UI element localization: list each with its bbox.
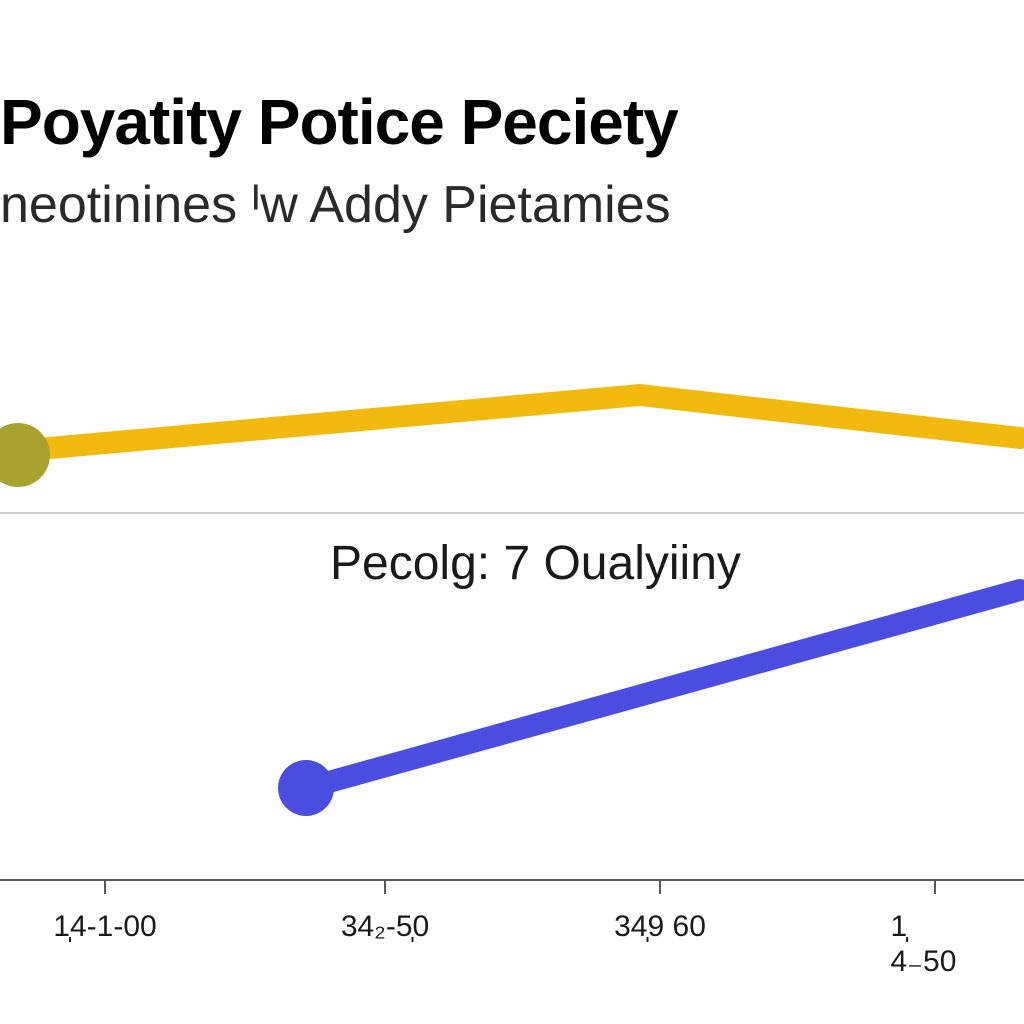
yellow-series: [0, 395, 1020, 487]
chart-title: Poyatity Potice Peciety: [0, 85, 1024, 159]
x-ticks: [105, 880, 935, 894]
x-tick-label: 34̩9 60: [614, 910, 706, 944]
blue-series: [278, 590, 1020, 816]
x-tick-label: 34₂-5̩0: [341, 910, 429, 944]
x-tick-label: 1̩ 4₋50: [891, 910, 980, 979]
yellow-marker: [0, 423, 50, 487]
blue-line: [300, 590, 1020, 790]
x-axis: [0, 880, 1024, 894]
chart-subtitle: neotinines ᴵw Addy Pietamies: [0, 175, 1024, 235]
chart-container: { "chart": { "type": "line", "width": 10…: [0, 0, 1024, 1024]
yellow-line: [5, 395, 1020, 452]
x-tick-label: 1̩4-1-00: [53, 910, 156, 944]
blue-marker: [278, 760, 334, 816]
chart-mid-label: Pecolg: 7 Oualyiiny: [330, 536, 741, 591]
